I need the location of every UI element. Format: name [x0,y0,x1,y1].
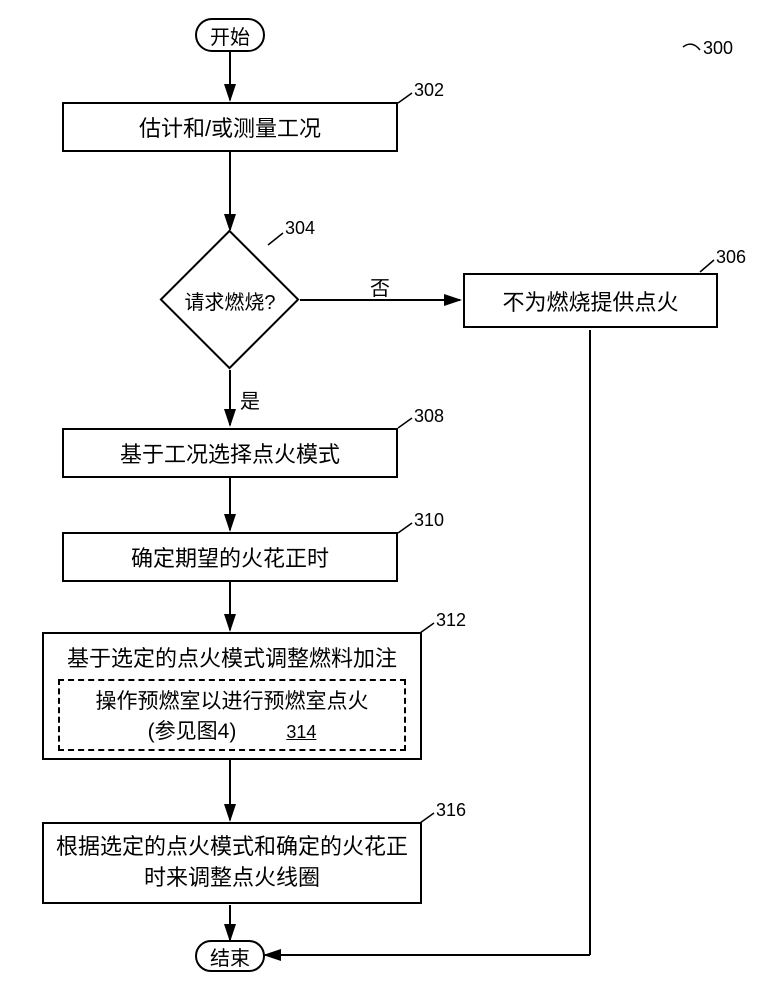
step-304-text: 请求燃烧? [184,286,275,315]
step-304-decision: 请求燃烧? [160,230,300,370]
ref-314: 314 [286,722,316,743]
ref-304: 304 [285,218,315,239]
ref-302: 302 [414,80,444,101]
step-308: 基于工况选择点火模式 [62,428,398,478]
edge-yes: 是 [240,385,260,414]
step-302: 估计和/或测量工况 [62,102,398,152]
step-306-text: 不为燃烧提供点火 [502,285,678,317]
figure-ref: 300 [703,38,733,59]
step-308-text: 基于工况选择点火模式 [120,437,340,469]
step-316: 根据选定的点火模式和确定的火花正时来调整点火线圈 [42,822,422,904]
ref-310: 310 [414,510,444,531]
ref-308: 308 [414,406,444,427]
start-label: 开始 [210,21,250,50]
step-314-text1: 操作预燃室以进行预燃室点火 [70,685,394,715]
start-terminator: 开始 [195,18,265,52]
step-306: 不为燃烧提供点火 [463,273,718,328]
step-316-text: 根据选定的点火模式和确定的火花正时来调整点火线圈 [56,832,408,894]
step-312: 基于选定的点火模式调整燃料加注 操作预燃室以进行预燃室点火 (参见图4) 314 [42,632,422,760]
ref-316: 316 [436,800,466,821]
step-314-text2: (参见图4) [148,715,237,745]
step-302-text: 估计和/或测量工况 [139,111,321,143]
ref-306: 306 [716,247,746,268]
ref-312: 312 [436,610,466,631]
end-terminator: 结束 [195,940,265,972]
step-314-inner: 操作预燃室以进行预燃室点火 (参见图4) 314 [58,679,406,751]
edge-no: 否 [370,272,390,301]
step-310-text: 确定期望的火花正时 [131,541,329,573]
end-label: 结束 [210,942,250,971]
step-312-text: 基于选定的点火模式调整燃料加注 [67,641,397,673]
step-310: 确定期望的火花正时 [62,532,398,582]
